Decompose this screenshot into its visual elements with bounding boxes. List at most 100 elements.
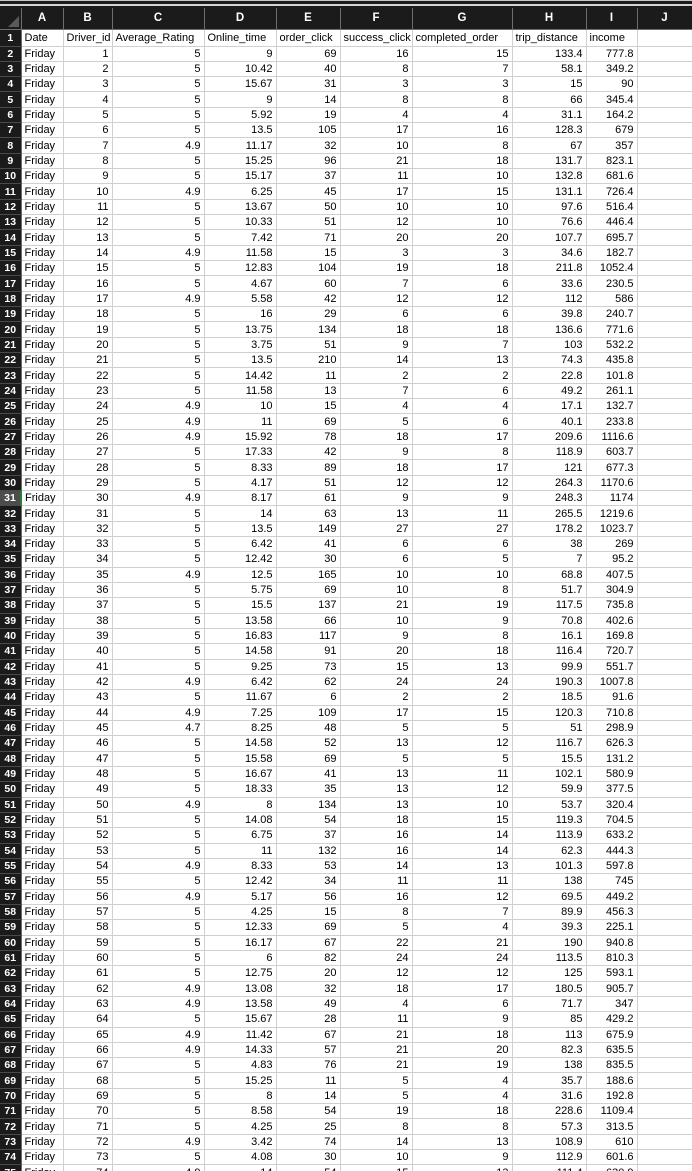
table-cell[interactable]: 5 bbox=[412, 751, 513, 767]
table-cell[interactable]: 17 bbox=[412, 459, 513, 476]
table-row[interactable]: 60 Friday 59 5 16.17 67 22 21 190 940.8 bbox=[0, 935, 692, 951]
table-cell[interactable]: 304.9 bbox=[586, 582, 638, 599]
table-cell[interactable] bbox=[637, 1149, 692, 1166]
table-cell[interactable]: 17 bbox=[340, 705, 413, 721]
table-cell[interactable]: 16 bbox=[412, 122, 513, 139]
table-cell[interactable]: 5 bbox=[112, 229, 205, 246]
table-cell[interactable]: Friday bbox=[21, 1164, 64, 1171]
table-cell[interactable]: 43 bbox=[63, 689, 113, 706]
table-cell[interactable]: 14 bbox=[412, 827, 513, 844]
table-row[interactable]: 70 Friday 69 5 8 14 5 4 31.6 192.8 bbox=[0, 1088, 692, 1105]
table-cell[interactable]: 69 bbox=[63, 1088, 113, 1105]
row-header-61[interactable]: 61 bbox=[0, 950, 22, 967]
table-cell[interactable] bbox=[637, 475, 692, 492]
table-cell[interactable]: 82.3 bbox=[512, 1042, 587, 1059]
table-row[interactable]: 1 Date Driver_id Average_Rating Online_time o… bbox=[0, 29, 692, 47]
table-cell[interactable]: 8.25 bbox=[204, 720, 277, 737]
table-cell[interactable]: 5 bbox=[112, 1088, 205, 1105]
table-row[interactable]: 4 Friday 3 5 15.67 31 3 3 15 90 bbox=[0, 76, 692, 93]
table-cell[interactable]: Friday bbox=[21, 153, 64, 170]
table-cell[interactable]: 4.9 bbox=[112, 981, 205, 997]
table-cell[interactable]: 940.8 bbox=[586, 935, 638, 951]
table-cell[interactable] bbox=[637, 597, 692, 614]
table-cell[interactable]: 31 bbox=[276, 76, 341, 93]
table-cell[interactable]: 41 bbox=[63, 659, 113, 675]
table-cell[interactable]: 6 bbox=[340, 551, 413, 568]
table-row[interactable]: 12 Friday 11 5 13.67 50 10 10 97.6 516.4 bbox=[0, 199, 692, 216]
table-cell[interactable]: 5 bbox=[112, 659, 205, 675]
table-cell[interactable]: Friday bbox=[21, 275, 64, 292]
table-cell[interactable] bbox=[637, 183, 692, 200]
table-cell[interactable]: 4.9 bbox=[112, 889, 205, 905]
table-cell[interactable]: 4.9 bbox=[112, 1134, 205, 1151]
table-cell[interactable]: Friday bbox=[21, 551, 64, 568]
table-cell[interactable]: 5 bbox=[112, 46, 205, 62]
table-cell[interactable]: Friday bbox=[21, 843, 64, 859]
table-row[interactable]: 49 Friday 48 5 16.67 41 13 11 102.1 580.9 bbox=[0, 766, 692, 783]
table-cell[interactable]: 9.25 bbox=[204, 659, 277, 675]
table-cell[interactable]: 597.8 bbox=[586, 858, 638, 875]
table-cell[interactable]: 53 bbox=[63, 843, 113, 859]
table-cell[interactable]: 4.9 bbox=[112, 413, 205, 430]
table-cell[interactable]: 9 bbox=[340, 444, 413, 461]
table-cell[interactable]: Friday bbox=[21, 475, 64, 492]
table-cell[interactable]: 5 bbox=[340, 413, 413, 430]
table-cell[interactable]: 4 bbox=[340, 398, 413, 415]
table-cell[interactable]: 24 bbox=[63, 398, 113, 415]
table-cell[interactable]: 9 bbox=[340, 337, 413, 354]
table-cell[interactable]: Friday bbox=[21, 1042, 64, 1059]
table-cell[interactable]: 107.7 bbox=[512, 229, 587, 246]
row-header-41[interactable]: 41 bbox=[0, 643, 22, 660]
row-header-45[interactable]: 45 bbox=[0, 705, 22, 721]
table-cell[interactable] bbox=[637, 628, 692, 645]
table-cell[interactable]: 14 bbox=[276, 91, 341, 108]
table-cell[interactable]: 1219.6 bbox=[586, 505, 638, 522]
table-cell[interactable]: 5 bbox=[112, 689, 205, 706]
table-cell[interactable] bbox=[637, 613, 692, 629]
table-cell[interactable]: 74 bbox=[63, 1164, 113, 1171]
table-cell[interactable]: 54 bbox=[63, 858, 113, 875]
table-cell[interactable]: 5 bbox=[340, 751, 413, 767]
table-cell[interactable]: Friday bbox=[21, 183, 64, 200]
table-cell[interactable] bbox=[637, 1164, 692, 1171]
table-cell[interactable]: 4.25 bbox=[204, 1118, 277, 1135]
table-cell[interactable]: 5 bbox=[112, 597, 205, 614]
table-row[interactable]: 53 Friday 52 5 6.75 37 16 14 113.9 633.2 bbox=[0, 827, 692, 844]
table-cell[interactable]: 626.3 bbox=[586, 735, 638, 752]
table-cell[interactable]: 11.58 bbox=[204, 245, 277, 262]
table-row[interactable]: 7 Friday 6 5 13.5 105 17 16 128.3 679 bbox=[0, 122, 692, 139]
table-cell[interactable]: 97.6 bbox=[512, 199, 587, 216]
table-cell[interactable]: 402.6 bbox=[586, 613, 638, 629]
table-cell[interactable]: 8 bbox=[204, 797, 277, 813]
table-cell[interactable]: 905.7 bbox=[586, 981, 638, 997]
table-cell[interactable]: 5 bbox=[112, 766, 205, 783]
table-cell[interactable] bbox=[637, 674, 692, 691]
table-cell[interactable]: 116.7 bbox=[512, 735, 587, 752]
table-cell[interactable]: 6 bbox=[412, 383, 513, 400]
row-header-37[interactable]: 37 bbox=[0, 582, 22, 599]
table-cell[interactable]: 13.5 bbox=[204, 521, 277, 538]
table-cell[interactable]: 603.7 bbox=[586, 444, 638, 461]
table-cell[interactable]: 12 bbox=[412, 965, 513, 982]
table-cell[interactable]: 444.3 bbox=[586, 843, 638, 859]
sheet-header-cell[interactable]: Average_Rating bbox=[112, 29, 205, 47]
table-cell[interactable]: 13 bbox=[412, 352, 513, 369]
table-cell[interactable]: 11 bbox=[340, 1011, 413, 1028]
table-cell[interactable]: 11 bbox=[340, 873, 413, 890]
table-cell[interactable]: 40 bbox=[276, 61, 341, 78]
table-cell[interactable]: Friday bbox=[21, 521, 64, 538]
table-row[interactable]: 5 Friday 4 5 9 14 8 8 66 345.4 bbox=[0, 91, 692, 108]
table-cell[interactable]: 17 bbox=[412, 981, 513, 997]
table-cell[interactable]: 18.33 bbox=[204, 781, 277, 798]
table-cell[interactable] bbox=[637, 981, 692, 997]
table-row[interactable]: 37 Friday 36 5 5.75 69 10 8 51.7 304.9 bbox=[0, 582, 692, 599]
table-cell[interactable]: 823.1 bbox=[586, 153, 638, 170]
table-cell[interactable]: 40 bbox=[63, 643, 113, 660]
table-row[interactable]: 56 Friday 55 5 12.42 34 11 11 138 745 bbox=[0, 873, 692, 890]
table-cell[interactable]: 5 bbox=[112, 505, 205, 522]
table-cell[interactable]: 15.17 bbox=[204, 168, 277, 185]
table-cell[interactable]: 31 bbox=[63, 505, 113, 522]
table-cell[interactable] bbox=[637, 168, 692, 185]
table-row[interactable]: 51 Friday 50 4.9 8 134 13 10 53.7 320.4 bbox=[0, 797, 692, 813]
table-row[interactable]: 26 Friday 25 4.9 11 69 5 6 40.1 233.8 bbox=[0, 413, 692, 430]
